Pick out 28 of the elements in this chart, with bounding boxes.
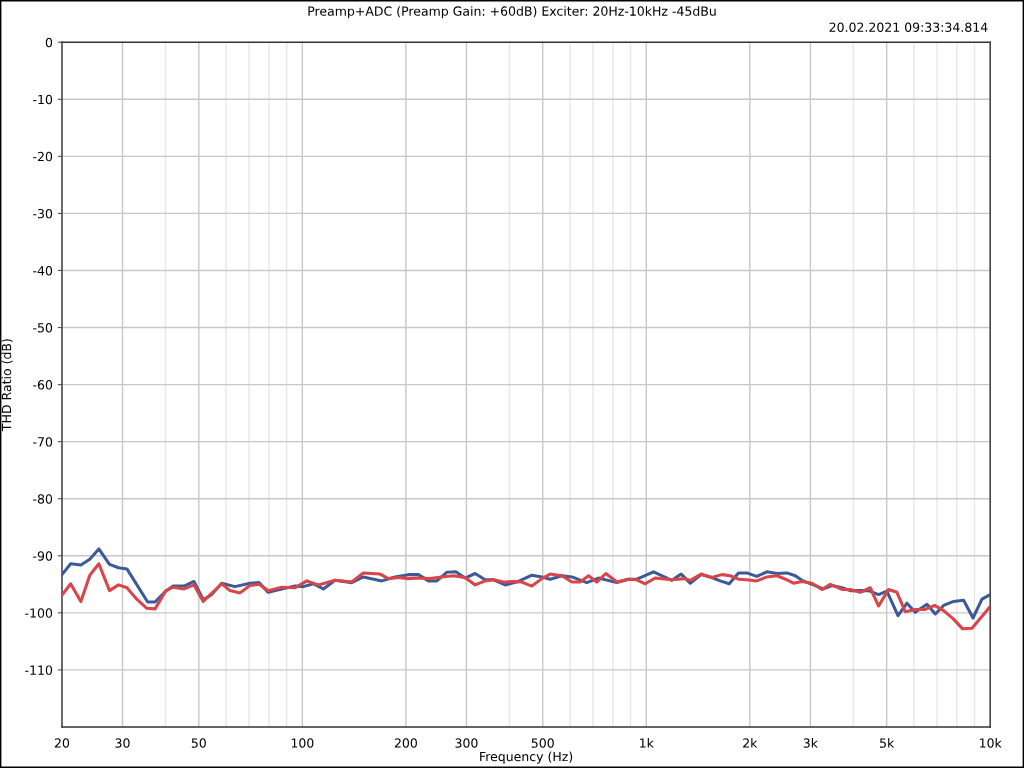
y-tick-label: 0: [45, 37, 53, 48]
x-tick-label: 1k: [640, 738, 654, 748]
chart-subtitle: 20.02.2021 09:33:34.814: [829, 22, 988, 32]
y-tick-label: -110: [25, 665, 53, 675]
y-tick-label: -30: [33, 208, 53, 219]
x-tick-label: 3k: [803, 738, 818, 748]
x-tick-label: 100: [291, 738, 314, 748]
y-tick-label: -100: [25, 608, 53, 618]
x-tick-label: 200: [394, 738, 417, 748]
x-tick-label: 30: [115, 738, 130, 748]
x-axis-title: Frequency (Hz): [480, 751, 573, 764]
x-tick-label: 5k: [880, 738, 895, 748]
x-tick-label: 10k: [980, 738, 1002, 748]
y-axis-title: THD Ratio (dB): [1, 339, 13, 432]
x-tick-label: 2k: [743, 738, 758, 748]
y-tick-label: -60: [33, 380, 53, 390]
y-tick-label: -20: [33, 151, 53, 162]
x-tick-label: 50: [191, 738, 206, 748]
y-tick-label: -10: [33, 94, 53, 105]
y-tick-label: -70: [33, 437, 53, 447]
x-tick-label: 20: [54, 738, 70, 748]
chart-title: Preamp+ADC (Preamp Gain: +60dB) Exciter: 20Hz-10kHz -45dBu: [308, 6, 716, 19]
y-tick-label: -40: [33, 265, 53, 276]
y-tick-label: -50: [33, 323, 53, 333]
x-tick-label: 300: [455, 738, 478, 748]
x-tick-label: 500: [531, 738, 554, 748]
y-tick-label: -80: [33, 494, 53, 504]
y-tick-label: -90: [33, 551, 53, 561]
